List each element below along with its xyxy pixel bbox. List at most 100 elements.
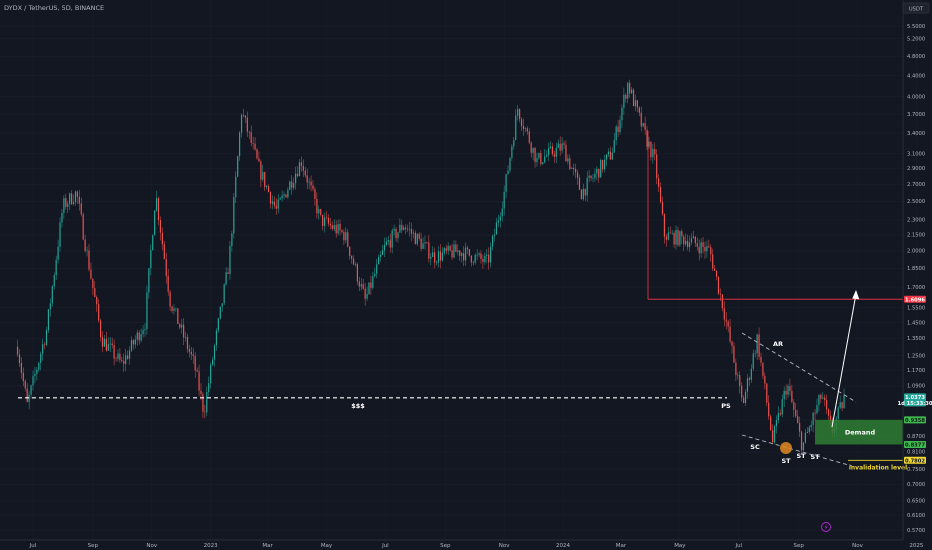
candle-body: [511, 146, 513, 158]
candle-body: [843, 395, 845, 409]
candle-body: [314, 189, 316, 199]
candle: [466, 245, 469, 255]
candle-body: [441, 252, 443, 261]
candle-body: [447, 245, 449, 251]
candle-body: [412, 232, 415, 234]
candle-body: [351, 255, 353, 259]
candle: [354, 261, 357, 267]
candle-body: [80, 203, 82, 215]
candle: [341, 229, 343, 234]
candle: [513, 136, 515, 150]
price-tick-label: 0.8700: [907, 434, 925, 440]
candle: [30, 384, 32, 399]
candle-body: [177, 308, 179, 324]
candle: [412, 229, 415, 239]
candle: [692, 230, 695, 239]
candle-body: [464, 247, 467, 261]
candle: [119, 347, 121, 363]
candle-body: [727, 321, 729, 327]
candle: [109, 337, 111, 353]
candle-body: [231, 233, 233, 246]
candle: [32, 370, 34, 391]
candle: [192, 347, 194, 364]
candle-body: [123, 361, 125, 364]
candle: [289, 180, 291, 191]
candle-body: [364, 288, 366, 299]
candle-body: [49, 303, 51, 310]
candle-body: [656, 154, 658, 179]
candle-body: [47, 309, 50, 331]
candle: [814, 409, 816, 421]
candle-body: [553, 154, 555, 157]
candle: [580, 188, 583, 200]
candle: [586, 171, 588, 202]
candle-body: [733, 346, 735, 363]
candle-body: [138, 332, 140, 341]
candle: [555, 142, 557, 164]
candle: [416, 233, 418, 247]
candle: [650, 141, 652, 161]
candle-body: [629, 82, 631, 94]
candle: [561, 136, 563, 154]
candle: [605, 154, 608, 167]
candle-body: [55, 259, 57, 276]
demand-zone: [815, 419, 903, 445]
price-axis[interactable]: 5.5000 5.2000 4.8000 4.4000 4.0000 3.7000 3.40…: [907, 24, 925, 534]
candle-body: [341, 230, 343, 232]
candle-body: [706, 246, 708, 252]
candle: [723, 301, 725, 327]
candle: [266, 185, 268, 190]
candle-body: [625, 94, 627, 99]
candle: [18, 349, 21, 368]
candle-body: [420, 238, 422, 249]
candle-body: [621, 107, 623, 121]
candle: [789, 378, 791, 396]
candle: [291, 175, 293, 195]
candle: [296, 166, 299, 178]
candle-body: [368, 282, 370, 295]
candle-body: [459, 250, 461, 256]
candle: [72, 194, 75, 206]
candle: [739, 371, 741, 394]
candle-body: [627, 82, 629, 99]
candle-body: [422, 243, 424, 249]
candle-body: [316, 198, 318, 214]
candle: [810, 420, 812, 432]
candle: [493, 228, 496, 242]
candle: [746, 374, 749, 399]
candle-body: [210, 364, 212, 384]
candle: [698, 239, 700, 261]
candle: [329, 217, 331, 230]
candle-body: [254, 143, 256, 150]
time-axis[interactable]: Jul Sep Nov 2023 Mar May Jul Sep Nov 2024 Mar May Ju…: [29, 543, 924, 549]
candle-body: [816, 405, 818, 414]
candle-body: [493, 234, 496, 236]
candle-body: [211, 359, 214, 365]
candle: [615, 124, 617, 145]
candle: [167, 268, 169, 296]
candle: [47, 308, 50, 333]
candle-body: [298, 162, 301, 177]
candle: [725, 312, 727, 330]
candle-body: [787, 386, 789, 395]
candle-body: [410, 229, 413, 234]
candle: [360, 278, 362, 291]
candle-body: [101, 337, 104, 347]
candle: [656, 149, 658, 185]
candle: [343, 229, 345, 246]
liquidity-label: $$$: [351, 402, 365, 410]
candle: [374, 267, 376, 278]
candle-body: [61, 212, 63, 223]
candle: [239, 130, 241, 161]
candle-body: [155, 198, 158, 211]
lightning-icon[interactable]: [821, 522, 831, 532]
candle: [204, 404, 206, 419]
candle: [659, 182, 662, 204]
candle: [729, 318, 731, 344]
candle-body: [109, 343, 111, 345]
candle-body: [215, 330, 218, 346]
candle-body: [461, 253, 463, 256]
candle: [260, 159, 262, 188]
candle-body: [439, 251, 442, 261]
